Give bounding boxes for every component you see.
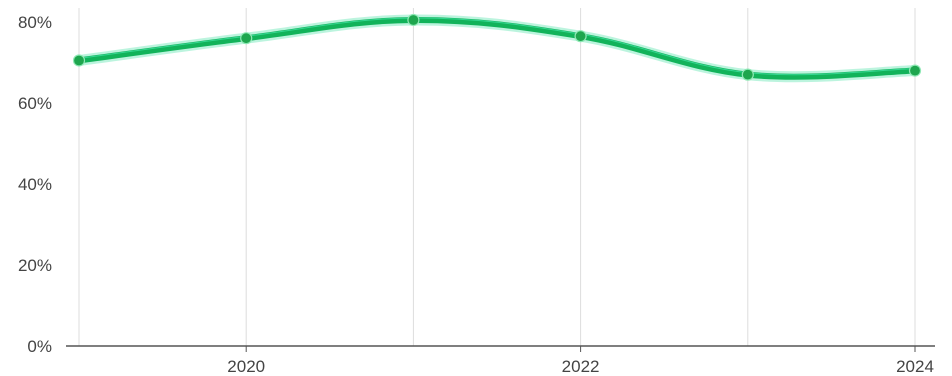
- axes: [66, 345, 935, 352]
- y-tick-label: 60%: [18, 94, 52, 113]
- x-axis-tick-labels: 2020 2022 2024: [227, 357, 934, 376]
- y-tick-label: 40%: [18, 175, 52, 194]
- y-axis-tick-labels: 0% 20% 40% 60% 80%: [18, 13, 52, 356]
- x-tick-label: 2020: [227, 357, 265, 376]
- x-tick-label: 2024: [896, 357, 934, 376]
- series-line: [76, 16, 918, 80]
- y-tick-label: 20%: [18, 256, 52, 275]
- series-line-halo: [73, 14, 921, 83]
- data-point-2021[interactable]: [407, 13, 420, 27]
- data-point-2024[interactable]: [908, 64, 922, 77]
- vertical-gridlines: [78, 8, 916, 346]
- data-points: [72, 13, 922, 81]
- series-lines: [73, 14, 921, 83]
- data-point-2023[interactable]: [741, 68, 754, 81]
- x-tick-label: 2022: [562, 357, 600, 376]
- y-tick-label: 80%: [18, 13, 52, 32]
- y-tick-label: 0%: [27, 337, 52, 356]
- series-line-highlight: [78, 17, 916, 76]
- data-point-2020[interactable]: [240, 32, 253, 45]
- data-point-2019[interactable]: [72, 54, 86, 67]
- data-point-2022[interactable]: [574, 30, 587, 43]
